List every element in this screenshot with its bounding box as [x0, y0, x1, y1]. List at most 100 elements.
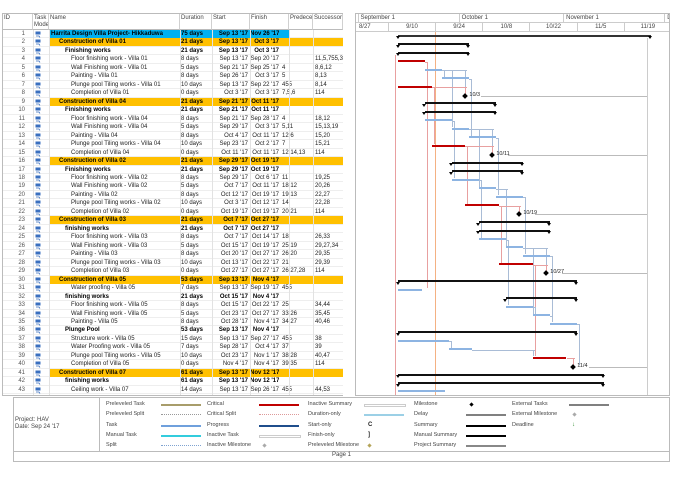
- dependency-link: [453, 120, 455, 128]
- task-duration: 21 days: [181, 39, 204, 46]
- summary-end-marker: [547, 231, 552, 235]
- task-predecessors: 19,13: [282, 191, 313, 199]
- dependency-link: [441, 70, 454, 72]
- row-id: 36: [18, 327, 25, 334]
- task-finish: Oct 19 '17: [251, 242, 279, 249]
- table-row[interactable]: 35 Painting - Villa 05 8 days Oct 28 '17 Nov…: [3, 318, 343, 327]
- task-finish: Oct 11 '17: [251, 107, 279, 114]
- table-row[interactable]: 2 Construction of Villa 01 21 days Sep 13 '…: [3, 38, 343, 47]
- task-successors: 29,39: [315, 259, 331, 266]
- dependency-link: [501, 205, 503, 263]
- legend-label: Preleveled Split: [106, 411, 145, 418]
- task-duration: 5 days: [181, 64, 199, 71]
- task-predecessors: [282, 293, 313, 301]
- task-finish: Oct 27 '17: [251, 251, 279, 258]
- dependency-link: [522, 247, 549, 249]
- summary-end-marker: [547, 222, 552, 226]
- table-row[interactable]: 25 Floor finishing work - Villa 03 8 days O…: [3, 233, 343, 242]
- row-id: 38: [18, 344, 25, 351]
- task-finish: Oct 3 '17: [254, 39, 279, 46]
- table-row[interactable]: 27 Painting - Villa 03 8 days Oct 20 '17 Oct…: [3, 250, 343, 259]
- summary-start-marker: [476, 222, 481, 226]
- legend-gray-diamond-icon: [572, 412, 577, 417]
- task-bar: [549, 322, 577, 325]
- table-row[interactable]: 42 finishing works 61 days Sep 13 '17 Nov 12…: [3, 377, 343, 386]
- table-row[interactable]: 19 Wall Finishing work - Villa 02 5 days Oc…: [3, 182, 343, 191]
- table-row[interactable]: 8 Completion of Villa 01 0 days Oct 3 '17 Oc…: [3, 89, 343, 98]
- table-row[interactable]: 12 Wall Finishing work - Villa 04 5 days Se…: [3, 123, 343, 132]
- summary-end-marker: [493, 112, 498, 116]
- table-row[interactable]: 26 Wall Finishing work - Villa 03 5 days Oc…: [3, 242, 343, 251]
- table-row[interactable]: 31 Water proofing - Villa 05 7 days Sep 13 …: [3, 284, 343, 293]
- dependency-link: [431, 87, 468, 89]
- table-row[interactable]: 23 Construction of Villa 03 21 days Oct 7 '…: [3, 216, 343, 225]
- row-id: 14: [18, 141, 25, 148]
- table-row[interactable]: 41 Construction of Villa 07 61 days Sep 13 …: [3, 368, 343, 378]
- task-start: Oct 19 '17: [220, 208, 248, 215]
- legend-finish-bracket-icon: ]: [368, 431, 370, 438]
- table-row[interactable]: 43 Ceiling work - Villa 07 14 days Sep 13 '…: [3, 386, 343, 395]
- legend-label: Progress: [207, 421, 230, 428]
- task-start: Sep 13 '17: [219, 285, 248, 292]
- task-mode-auto-scheduled-icon: [35, 285, 41, 292]
- table-row[interactable]: 28 Plunge pool Tiling works - Villa 03 10 …: [3, 259, 343, 268]
- table-row[interactable]: 5 Wall Finishing work - Villa 01 5 days Sep…: [3, 64, 343, 73]
- table-row[interactable]: 21 Plunge pool Tiling works - Villa 02 10 …: [3, 199, 343, 208]
- task-duration: 0 days: [181, 208, 199, 215]
- legend-symbol-blue-line: [161, 424, 201, 427]
- dependency-link: [534, 307, 536, 314]
- column-header-pred: Predecessors: [289, 14, 313, 30]
- table-row[interactable]: 18 Floor finishing work - Villa 02 8 days S…: [3, 174, 343, 183]
- task-finish: Oct 11 '17: [252, 132, 279, 139]
- table-row[interactable]: 17 Finishing works 21 days Sep 29 '17 Oct 19…: [3, 166, 343, 174]
- task-predecessors: 18,12: [282, 182, 313, 190]
- dependency-link: [546, 247, 548, 272]
- table-row[interactable]: 7 Plunge pool Tiling works - Villa 01 10 d…: [3, 81, 343, 90]
- table-row[interactable]: 38 Water Proofing work - Villa 05 7 days Se…: [3, 343, 343, 352]
- summary-bar: [424, 110, 496, 113]
- table-row[interactable]: 30 Construction of Villa 05 53 days Sep 13 …: [3, 275, 343, 285]
- task-successors: 114: [315, 90, 325, 97]
- table-row[interactable]: 36 Plunge Pool 53 days Sep 13 '17 Nov 4 '17: [3, 326, 343, 335]
- task-successors: 8,13: [315, 73, 327, 80]
- table-row[interactable]: 16 Construction of Villa 02 21 days Sep 29 …: [3, 157, 343, 166]
- table-row[interactable]: 40 Completion of Villa 05 0 days Nov 4 '17 N…: [3, 360, 343, 369]
- row-id: 17: [18, 166, 25, 173]
- task-mode-auto-scheduled-icon: [35, 158, 41, 165]
- table-row[interactable]: 9 Construction of Villa 04 21 days Sep 21 '…: [3, 97, 343, 107]
- task-start: Oct 4 '17: [224, 132, 248, 139]
- task-mode-auto-scheduled-icon: [35, 209, 41, 216]
- task-successors: [315, 47, 343, 55]
- table-row[interactable]: 6 Painting - Villa 01 8 days Sep 26 '17 Oct …: [3, 72, 343, 81]
- task-duration: 10 days: [181, 352, 203, 359]
- table-row[interactable]: 29 Completion of Villa 03 0 days Oct 27 '17…: [3, 267, 343, 276]
- table-row[interactable]: 24 finishing works 21 days Oct 7 '17 Oct 27 …: [3, 225, 343, 234]
- task-start: Oct 7 '17: [223, 225, 248, 232]
- table-row[interactable]: 39 Plunge pool Tiling works - Villa 05 10 …: [3, 352, 343, 361]
- table-row[interactable]: 13 Painting - Villa 04 8 days Oct 4 '17 Oct …: [3, 132, 343, 141]
- table-row[interactable]: 14 Plunge pool Tiling works - Villa 04 10 …: [3, 140, 343, 149]
- table-row[interactable]: 34 Wall Finishing work - Villa 05 5 days Oc…: [3, 310, 343, 318]
- task-start: Oct 15 '17: [219, 293, 248, 300]
- table-row[interactable]: 3 Finishing works 21 days Sep 13 '17 Oct 3 '…: [3, 47, 343, 56]
- column-header-finish: Finish: [250, 14, 289, 30]
- table-row[interactable]: 37 Structure work - Villa 05 15 days Sep 13…: [3, 335, 343, 344]
- table-row[interactable]: 4 Floor finishing work - Villa 01 8 days Se…: [3, 55, 343, 64]
- table-row[interactable]: 1 Harrita Design Villa Project- Hikkaduwa…: [3, 30, 343, 39]
- table-row[interactable]: 22 Completion of Villa 02 0 days Oct 19 '17…: [3, 208, 343, 217]
- legend-label: Start-only: [308, 421, 332, 428]
- task-finish: Sep 19 '17: [250, 285, 279, 292]
- table-row[interactable]: 33 Floor finishing work - Villa 05 8 days O…: [3, 301, 343, 310]
- task-predecessors: 7,5,6: [282, 89, 313, 97]
- task-successors: 44,53: [315, 386, 331, 393]
- timescale-week: 11/5: [576, 23, 624, 31]
- table-row[interactable]: 10 Finishing works 21 days Sep 21 '17 Oct 11…: [3, 106, 343, 115]
- table-row[interactable]: 20 Painting - Villa 02 8 days Oct 12 '17 Oct…: [3, 191, 343, 200]
- row-id: 1: [21, 31, 25, 37]
- table-row[interactable]: 32 finishing works 21 days Oct 15 '17 Nov 4 …: [3, 293, 343, 302]
- task-name: Ceiling work - Villa 07: [71, 386, 129, 393]
- table-row[interactable]: 15 Completion of Villa 04 0 days Oct 11 '17…: [3, 149, 343, 158]
- table-row[interactable]: 11 Floor finishing work - Villa 04 8 days S…: [3, 115, 343, 124]
- task-duration: 8 days: [181, 174, 199, 181]
- task-finish: Nov 12 '17: [250, 369, 279, 376]
